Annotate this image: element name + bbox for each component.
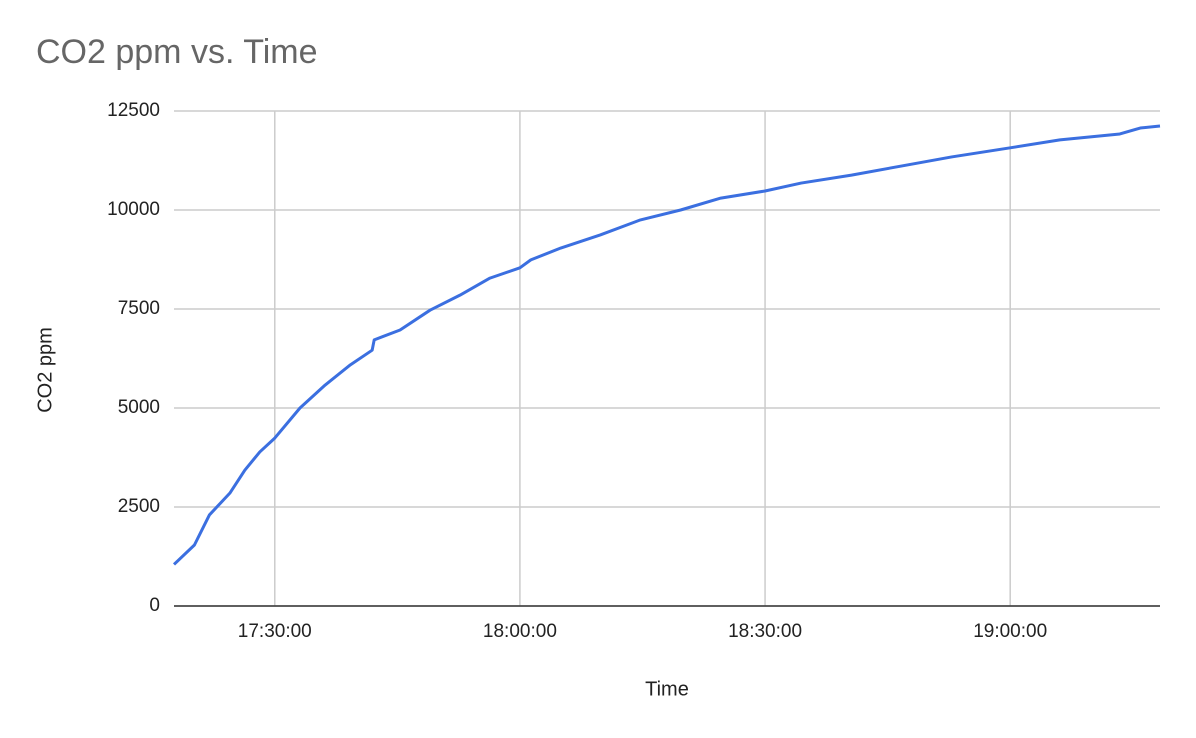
x-tick-label: 18:00:00 — [483, 621, 557, 642]
x-tick-label: 17:30:00 — [238, 621, 312, 642]
y-tick-label: 5000 — [118, 397, 160, 418]
chart-title: CO2 ppm vs. Time — [36, 33, 318, 71]
y-tick-label: 10000 — [107, 199, 160, 220]
y-tick-label: 2500 — [118, 496, 160, 517]
y-tick-label: 12500 — [107, 100, 160, 121]
data-line — [172, 124, 1161, 566]
y-tick-label: 0 — [149, 595, 160, 616]
y-axis-label: CO2 ppm — [34, 327, 56, 413]
x-axis-label: Time — [645, 678, 689, 700]
x-tick-label: 19:00:00 — [973, 621, 1047, 642]
x-tick-label: 18:30:00 — [728, 621, 802, 642]
y-tick-label: 7500 — [118, 298, 160, 319]
